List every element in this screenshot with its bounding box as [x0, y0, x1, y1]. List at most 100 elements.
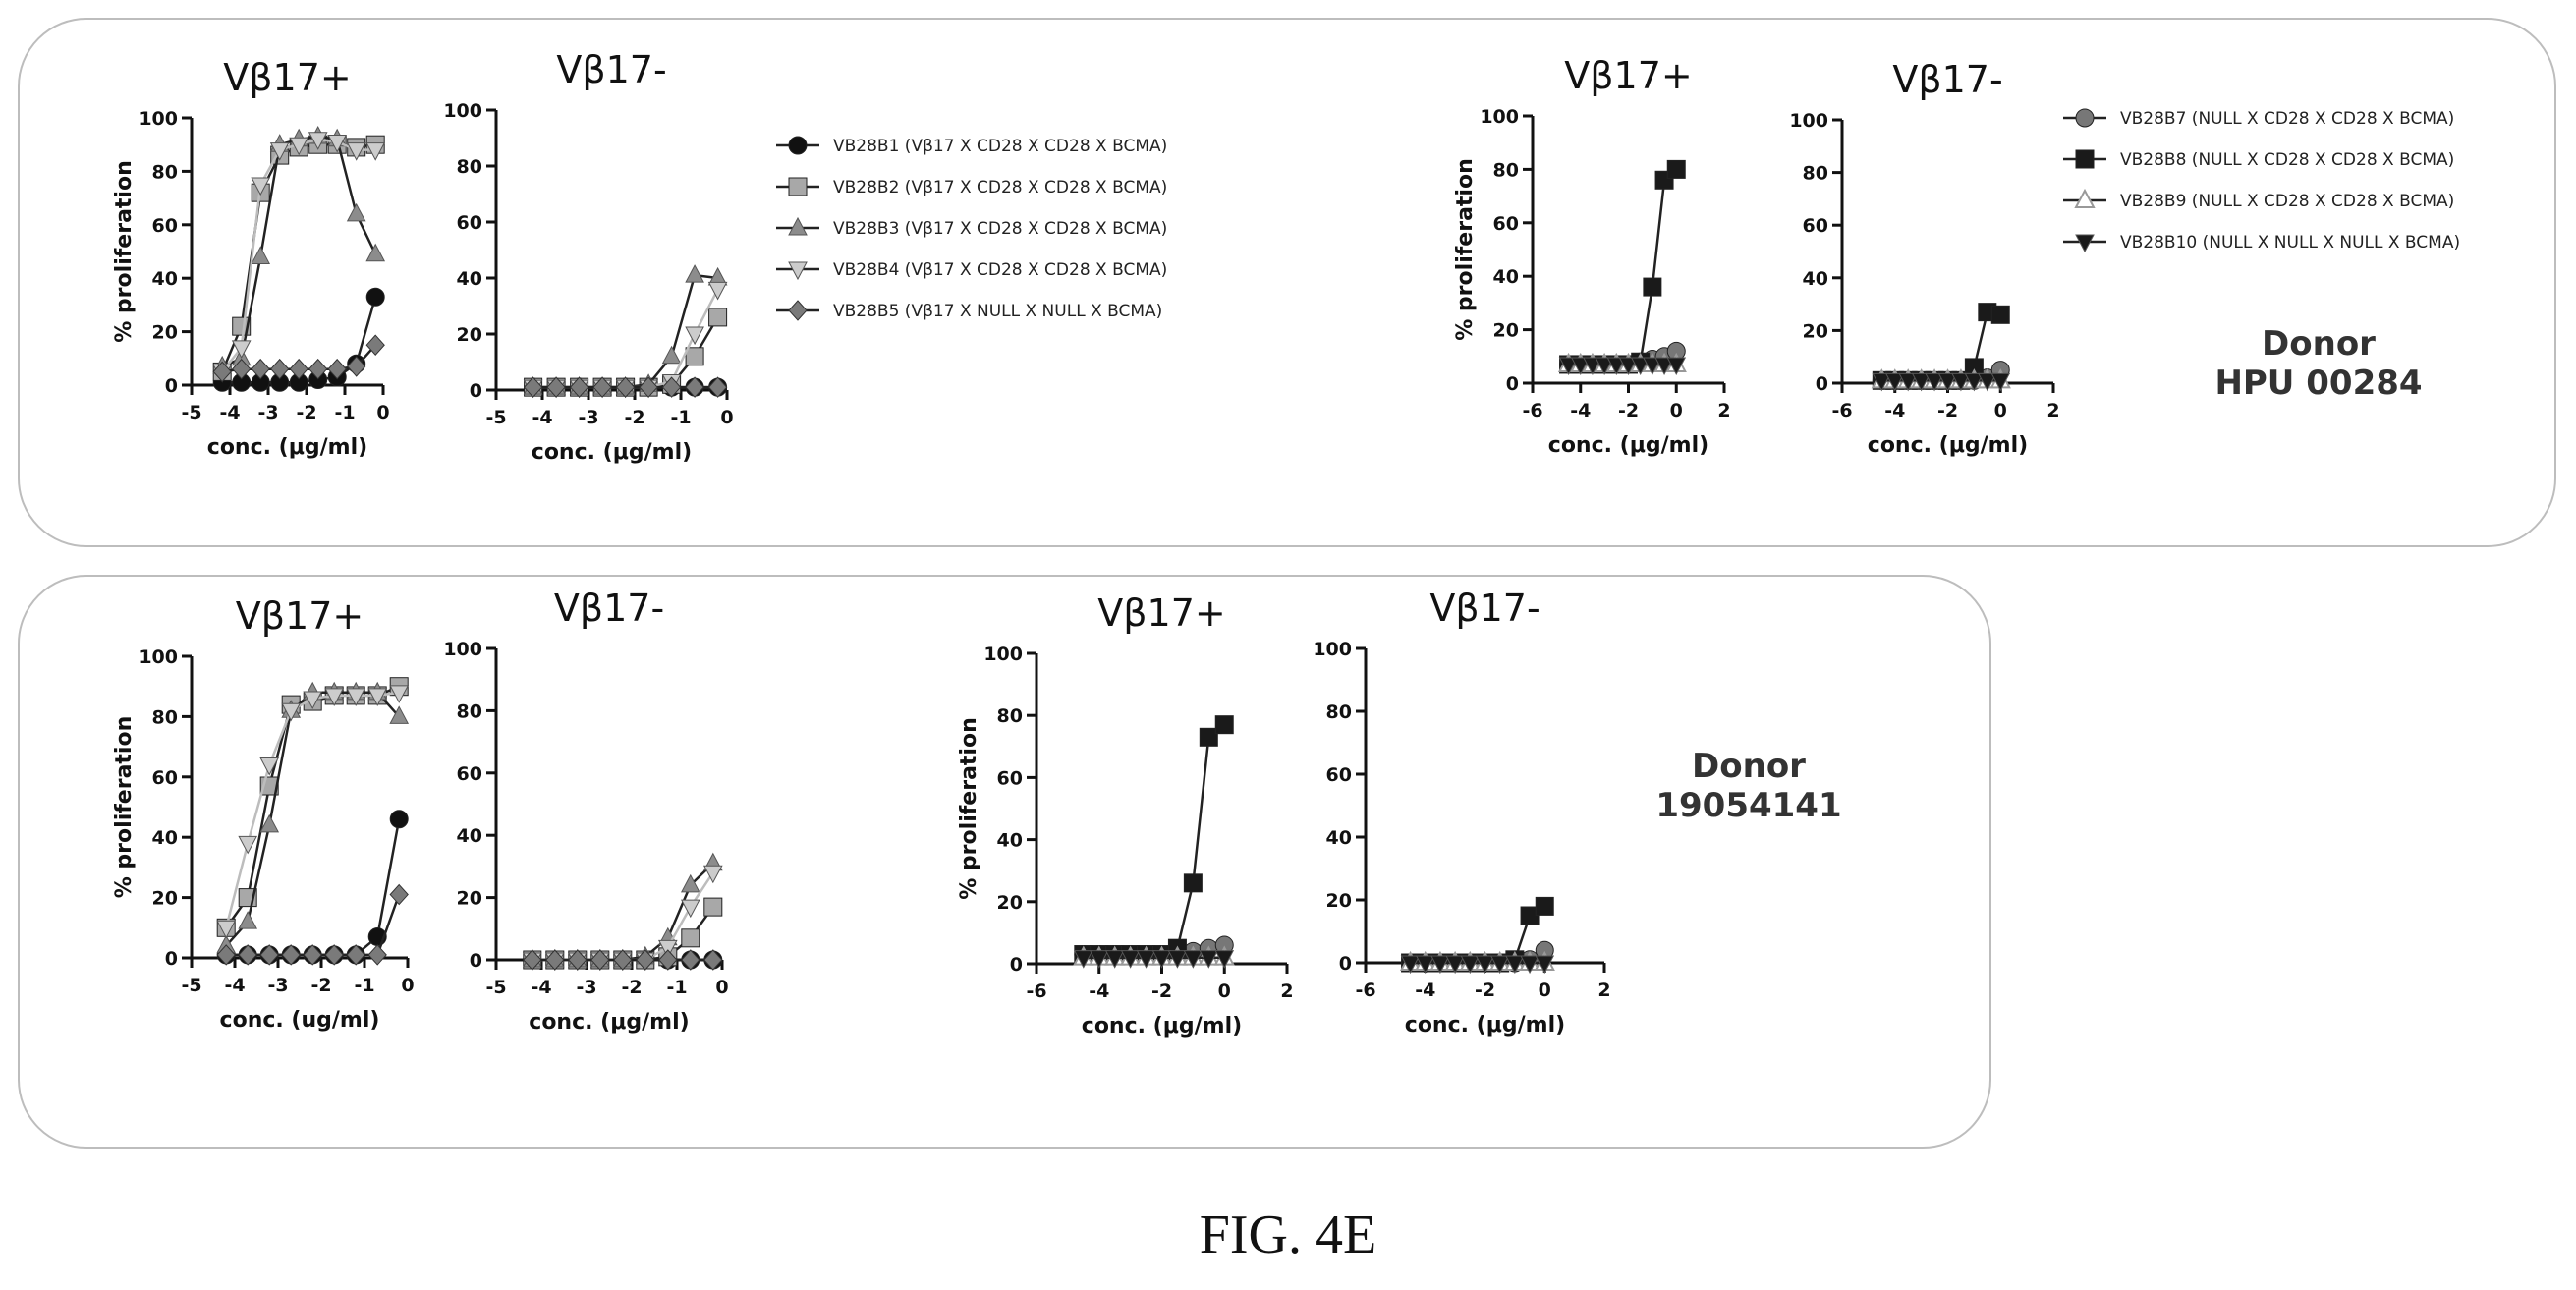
data-point: [707, 376, 728, 398]
data-point: [1618, 357, 1639, 376]
data-point: [685, 264, 704, 283]
donor-1-panel: [18, 18, 2556, 547]
y-tick-label: 80: [997, 705, 1023, 727]
data-point: [1654, 357, 1674, 376]
x-tick-label: -2: [624, 407, 644, 428]
data-point: [1570, 357, 1591, 376]
data-point: [639, 376, 658, 398]
x-tick-label: -2: [310, 975, 331, 996]
data-point: [281, 702, 302, 722]
data-point: [658, 949, 678, 971]
data-point: [703, 949, 723, 971]
chart-8: Vβ17- 0 20 40 60 80 100 -6 -4 -2 0 2 conc. (μg/ml): [1313, 587, 1610, 1038]
x-tick-label: 2: [1717, 400, 1730, 421]
data-point: [1558, 357, 1579, 376]
y-tick-label: 80: [1326, 701, 1352, 723]
series-VB28B5: [523, 949, 723, 971]
data-point: [1898, 372, 1919, 392]
data-point: [1089, 950, 1109, 969]
data-point: [324, 688, 345, 706]
x-axis-label: conc. (μg/ml): [1548, 433, 1708, 458]
data-point: [232, 358, 252, 380]
data-point: [308, 358, 328, 380]
y-tick-label: 0: [1506, 373, 1519, 395]
x-tick-label: -4: [1089, 981, 1109, 1002]
data-point: [259, 757, 280, 776]
series-VB28B3: [212, 125, 386, 374]
data-point: [569, 376, 589, 398]
data-point: [1489, 955, 1510, 975]
series-VB28B8: [1074, 715, 1234, 965]
data-point: [615, 376, 636, 398]
y-tick-label: 100: [443, 639, 482, 660]
x-tick-label: 0: [1218, 981, 1231, 1002]
data-point: [1520, 906, 1540, 925]
data-point: [1430, 955, 1450, 975]
y-axis-label: % proliferation: [957, 717, 981, 900]
data-point: [1475, 955, 1495, 975]
series-VB28B5: [216, 883, 409, 966]
data-point: [1120, 950, 1141, 969]
donor-1-id: HPU 00284: [2214, 364, 2423, 403]
figure-caption: FIG. 4E: [1199, 1205, 1377, 1265]
y-tick-label: 100: [139, 108, 178, 130]
data-point: [346, 142, 366, 161]
legend-marker: [788, 300, 808, 321]
x-tick-label: 0: [1670, 400, 1683, 421]
y-tick-label: 20: [457, 324, 482, 346]
y-tick-label: 60: [152, 767, 178, 789]
x-tick-label: 0: [715, 977, 728, 998]
data-point: [523, 949, 542, 971]
data-point: [1977, 372, 1997, 392]
x-tick-label: -1: [354, 975, 374, 996]
x-tick-label: -3: [257, 402, 278, 423]
x-tick-label: -6: [1522, 400, 1542, 421]
data-point: [1535, 955, 1555, 975]
data-point: [251, 358, 270, 380]
x-tick-label: -6: [1831, 400, 1852, 421]
x-axis-label: conc. (μg/ml): [1868, 433, 2028, 458]
donor-1-name: Donor: [2262, 324, 2376, 364]
legend-marker: [2075, 108, 2095, 128]
legend-marker: [2075, 234, 2095, 253]
data-point: [238, 835, 258, 855]
y-tick-label: 60: [457, 212, 482, 234]
data-point: [347, 356, 366, 377]
donor-1-label: Donor HPU 00284: [2201, 324, 2436, 403]
data-point: [303, 691, 323, 710]
x-tick-label: 0: [376, 402, 389, 423]
x-tick-label: -1: [666, 977, 687, 998]
y-tick-label: 40: [1326, 827, 1352, 849]
data-point: [590, 949, 610, 971]
data-point: [707, 281, 728, 301]
x-tick-label: 0: [720, 407, 733, 428]
legend-label: VB28B4 (Vβ17 X CD28 X CD28 X BCMA): [833, 260, 1167, 280]
y-tick-label: 0: [165, 375, 178, 397]
data-point: [1104, 950, 1125, 969]
series-line: [1083, 723, 1226, 956]
donor-2-name: Donor: [1692, 747, 1806, 786]
x-tick-label: -2: [1475, 980, 1495, 1001]
x-tick-label: 0: [401, 975, 414, 996]
data-point: [1990, 372, 2011, 392]
x-tick-label: -4: [1415, 980, 1435, 1001]
y-tick-label: 80: [152, 161, 178, 183]
data-point: [708, 308, 728, 327]
data-point: [1460, 955, 1481, 975]
legend-marker: [788, 177, 808, 196]
data-point: [270, 358, 290, 380]
y-tick-label: 0: [1339, 953, 1352, 975]
series-VB28B1: [216, 810, 409, 965]
x-tick-label: 2: [2046, 400, 2059, 421]
legend-1: VB28B1 (Vβ17 X CD28 X CD28 X BCMA) VB28B2…: [776, 136, 1167, 321]
chart-7: Vβ17+ 0 20 40 60 80 100 -6 -4 -2 0 2 conc. (μg/ml) % …: [957, 591, 1294, 1038]
series-VB28B10: [1073, 950, 1235, 969]
chart-6: Vβ17- 0 20 40 60 80 100 -5 -4 -3 -2 -1 0 conc. (μg/ml…: [443, 587, 728, 1035]
donor-2-panel: [18, 575, 1991, 1149]
data-point: [216, 920, 237, 939]
y-tick-label: 80: [457, 156, 482, 178]
donor-2-id: 19054141: [1655, 786, 1842, 825]
data-point: [1400, 955, 1421, 975]
data-point: [1911, 372, 1932, 392]
data-point: [1990, 305, 2010, 324]
